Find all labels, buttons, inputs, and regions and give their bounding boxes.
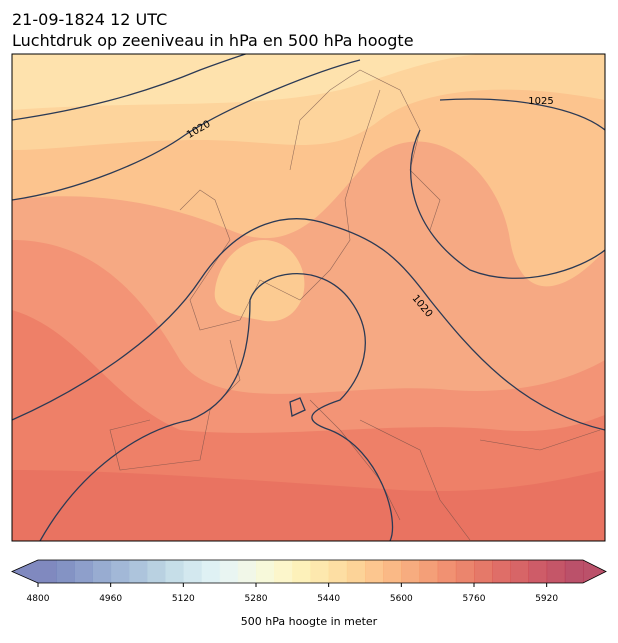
colorbar-swatch bbox=[201, 560, 221, 583]
colorbar-swatch bbox=[165, 560, 184, 583]
colorbar-label: 500 hPa hoogte in meter bbox=[241, 615, 378, 628]
colorbar-swatch bbox=[219, 560, 239, 583]
map-frame bbox=[11, 53, 606, 542]
colorbar-tick-label: 5760 bbox=[463, 594, 486, 604]
isobar-label: 1025 bbox=[528, 96, 553, 107]
colorbar-extend-high bbox=[583, 560, 606, 583]
colorbar-swatch bbox=[56, 560, 75, 583]
colorbar-swatch bbox=[128, 560, 148, 583]
colorbar-tick-label: 4800 bbox=[27, 594, 50, 604]
colorbar-swatch bbox=[183, 560, 202, 583]
colorbar-tick-label: 5600 bbox=[390, 594, 413, 604]
colorbar-swatch bbox=[292, 560, 311, 583]
height-band bbox=[12, 470, 605, 541]
coastlines bbox=[109, 69, 601, 541]
colorbar-swatch bbox=[38, 560, 57, 583]
colorbar-swatch bbox=[328, 560, 348, 583]
map-subtitle: Luchtdruk op zeeniveau in hPa en 500 hPa… bbox=[12, 31, 414, 50]
colorbar: 4800 4960 5120 5280 5440 5600 5760 5920 bbox=[11, 559, 607, 604]
colorbar-tick-label: 5120 bbox=[172, 594, 195, 604]
colorbar-swatch bbox=[474, 560, 493, 583]
colorbar-swatch bbox=[546, 560, 566, 583]
colorbar-swatch bbox=[346, 560, 366, 583]
colorbar-tick-label: 5920 bbox=[535, 594, 558, 604]
colorbar-swatch bbox=[528, 560, 548, 583]
colorbar-swatch bbox=[147, 560, 166, 583]
colorbar-swatch bbox=[437, 560, 457, 583]
colorbar-swatch bbox=[256, 560, 275, 583]
colorbar-swatch bbox=[74, 560, 93, 583]
colorbar-swatch bbox=[564, 560, 584, 583]
colorbar-swatch bbox=[274, 560, 293, 583]
colorbar-swatch bbox=[492, 560, 511, 583]
colorbar-swatch bbox=[455, 560, 475, 583]
colorbar-tick-label: 5440 bbox=[317, 594, 340, 604]
isobars bbox=[12, 54, 605, 541]
colorbar-swatch bbox=[110, 560, 130, 583]
colorbar-swatch bbox=[401, 560, 420, 583]
colorbar-swatch bbox=[419, 560, 439, 583]
colorbar-swatch bbox=[383, 560, 402, 583]
map-title: 21-09-1824 12 UTC bbox=[12, 10, 167, 29]
colorbar-swatch bbox=[237, 560, 257, 583]
colorbar-tick-label: 5280 bbox=[245, 594, 268, 604]
colorbar-swatch bbox=[365, 560, 384, 583]
colorbar-swatch bbox=[510, 560, 529, 583]
colorbar-tick-label: 4960 bbox=[99, 594, 122, 604]
colorbar-swatch bbox=[310, 560, 330, 583]
colorbar-extend-low bbox=[12, 560, 38, 583]
map-area: 1020 1025 1020 bbox=[12, 54, 605, 541]
colorbar-swatch bbox=[92, 560, 112, 583]
colorbar-outline bbox=[11, 559, 607, 584]
height-band bbox=[12, 54, 480, 110]
